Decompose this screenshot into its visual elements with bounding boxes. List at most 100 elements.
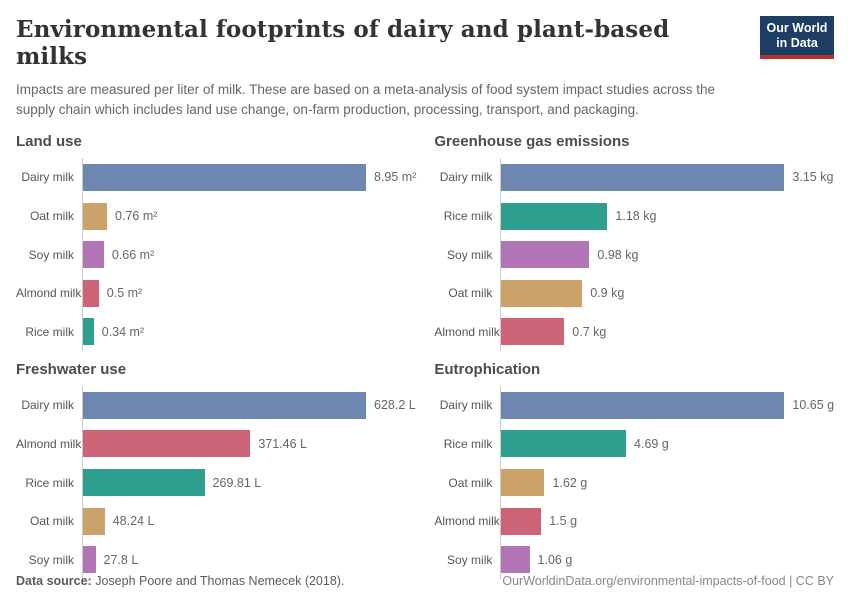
bar-label: Dairy milk (21, 170, 74, 185)
bar-row: Soy milk 0.66 m² (16, 235, 416, 274)
bar-label: Soy milk (447, 552, 493, 567)
bar (83, 241, 104, 269)
bar-value: 27.8 L (103, 552, 139, 567)
bar-row: Oat milk 48.24 L (16, 501, 416, 541)
axis-line-and-plot: 371.46 L (82, 424, 416, 464)
bar (501, 279, 583, 307)
bar-label: Almond milk (16, 286, 82, 301)
bar-row: Rice milk 1.18 kg (434, 196, 834, 236)
bar (501, 163, 785, 191)
chart-title: Land use (16, 133, 82, 151)
bar-row: Oat milk 0.9 kg (434, 273, 834, 313)
axis-line-and-plot: 10.65 g (500, 386, 834, 425)
bar (83, 318, 94, 346)
bar-label: Soy milk (28, 247, 74, 262)
axis-line-and-plot: 1.5 g (500, 501, 834, 541)
page-title: Environmental footprints of dairy and pl… (16, 16, 670, 70)
axis-line-and-plot: 0.5 m² (82, 273, 416, 313)
bar-row: Dairy milk 8.95 m² (16, 158, 416, 197)
axis-line-and-plot: 0.7 kg (500, 312, 834, 352)
axis-line-and-plot: 628.2 L (82, 386, 416, 425)
bar-value: 0.98 kg (597, 247, 639, 262)
axis-line-and-plot: 0.9 kg (500, 273, 834, 313)
bar-row: Soy milk 0.98 kg (434, 235, 834, 274)
bar (83, 430, 251, 458)
bar-label: Dairy milk (439, 398, 493, 413)
bar-label: Almond milk (434, 514, 500, 529)
bar-row: Almond milk 0.7 kg (434, 312, 834, 352)
axis-line-and-plot: 27.8 L (82, 540, 416, 580)
bar (83, 546, 96, 574)
bar-label: Oat milk (448, 475, 493, 490)
chart-panel-eutrophication: Eutrophication Dairy milk 10.65 g Rice milk… (434, 361, 834, 580)
owid-logo-line1: Our World (766, 21, 828, 35)
bar-value: 0.34 m² (101, 324, 145, 339)
bar (83, 391, 366, 419)
bar-row: Dairy milk 3.15 kg (434, 158, 834, 197)
data-source-label: Data source: (16, 574, 92, 588)
bar-label: Oat milk (29, 514, 74, 529)
bar (83, 469, 205, 497)
bar-row: Oat milk 0.76 m² (16, 196, 416, 236)
bar-row: Rice milk 4.69 g (434, 424, 834, 464)
bar-label: Almond milk (434, 324, 500, 339)
bar-value: 0.5 m² (106, 286, 143, 301)
bar-value: 1.5 g (549, 514, 578, 529)
footer-url-license: OurWorldinData.org/environmental-impacts… (502, 574, 834, 588)
axis-line-and-plot: 1.62 g (500, 463, 834, 502)
bar-label: Dairy milk (439, 170, 493, 185)
bar (83, 163, 366, 191)
axis-line-and-plot: 1.06 g (500, 540, 834, 580)
bar (501, 507, 542, 535)
axis-line-and-plot: 48.24 L (82, 501, 416, 541)
bar-row: Almond milk 0.5 m² (16, 273, 416, 313)
bar-label: Soy milk (28, 552, 74, 567)
bar (501, 241, 590, 269)
axis-line-and-plot: 0.98 kg (500, 235, 834, 274)
bar (501, 430, 627, 458)
axis-line-and-plot: 0.34 m² (82, 312, 416, 352)
bar (501, 469, 545, 497)
bar-label: Soy milk (447, 247, 493, 262)
bar-value: 0.7 kg (572, 324, 607, 339)
axis-line-and-plot: 4.69 g (500, 424, 834, 464)
bar (501, 391, 785, 419)
bar-value: 0.76 m² (115, 209, 158, 224)
bar-value: 371.46 L (258, 436, 307, 451)
bar-value: 0.9 kg (590, 286, 625, 301)
bar-value: 628.2 L (374, 398, 416, 413)
bar-value: 0.66 m² (111, 247, 155, 262)
bar-label: Oat milk (448, 286, 493, 301)
bar-row: Dairy milk 10.65 g (434, 386, 834, 425)
chart-title: Freshwater use (16, 361, 127, 379)
bar-row: Almond milk 371.46 L (16, 424, 416, 464)
bar-row: Dairy milk 628.2 L (16, 386, 416, 425)
bar-label: Rice milk (25, 475, 74, 490)
bar (501, 318, 565, 346)
bar-value: 1.06 g (537, 552, 573, 567)
chart-title: Greenhouse gas emissions (434, 133, 630, 151)
owid-logo-line2: in Data (776, 36, 818, 50)
owid-logo: Our World in Data (760, 16, 834, 59)
bar (83, 507, 105, 535)
axis-line-and-plot: 0.76 m² (82, 196, 416, 236)
chart-panel-freshwater-use: Freshwater use Dairy milk 628.2 L Almond mi… (16, 361, 416, 580)
bar (83, 279, 99, 307)
bar-label: Dairy milk (21, 398, 74, 413)
axis-line-and-plot: 1.18 kg (500, 196, 834, 236)
bar-value: 3.15 kg (792, 170, 834, 185)
axis-line-and-plot: 8.95 m² (82, 158, 416, 197)
header: Environmental footprints of dairy and pl… (16, 16, 834, 119)
bar-row: Rice milk 269.81 L (16, 463, 416, 502)
chart-panel-greenhouse-gas-emissions: Greenhouse gas emissions Dairy milk 3.15 k… (434, 133, 834, 352)
footer: Data source: Joseph Poore and Thomas Nem… (16, 574, 834, 588)
bar-value: 10.65 g (792, 398, 835, 413)
bar (501, 546, 530, 574)
bar-value: 8.95 m² (374, 170, 417, 185)
bar-row: Soy milk 27.8 L (16, 540, 416, 580)
data-source-note: Data source: Joseph Poore and Thomas Nem… (16, 574, 344, 588)
bar-label: Rice milk (443, 436, 493, 451)
data-source-text: Joseph Poore and Thomas Nemecek (2018). (91, 574, 345, 588)
axis-line-and-plot: 3.15 kg (500, 158, 834, 197)
page-subtitle: Impacts are measured per liter of milk. … (16, 82, 716, 117)
